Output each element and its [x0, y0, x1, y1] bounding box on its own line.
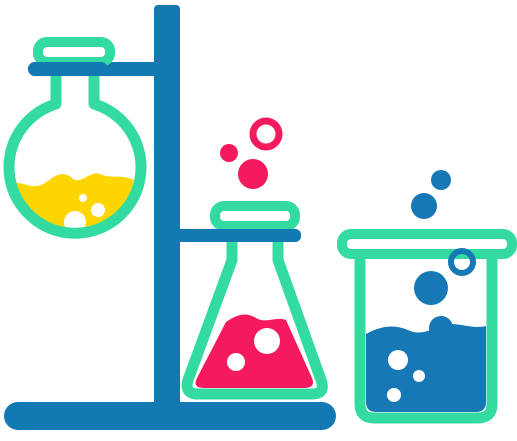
- beaker-bubble-2: [413, 370, 425, 382]
- beaker: [337, 170, 517, 424]
- beaker-rising-bubble-1: [431, 170, 451, 190]
- beaker-rising-bubble-2: [411, 193, 437, 219]
- beaker-bubble-1: [388, 350, 408, 370]
- round-flask-bubble-3: [79, 194, 87, 202]
- erlenmeyer-clamp-overlay: [165, 229, 301, 242]
- beaker-rising-bubble-3: [448, 248, 476, 276]
- erlenmeyer-bubble-1: [254, 328, 280, 354]
- beaker-bubble-3: [387, 388, 401, 402]
- beaker-liquid: [366, 324, 486, 412]
- erlenmeyer-vapor-bubble-3: [249, 117, 283, 151]
- stand-pole: [154, 5, 180, 415]
- erlenmeyer-vapor-bubble-2: [220, 144, 238, 162]
- erlenmeyer-body-outline: [181, 224, 328, 400]
- round-flask-lip: [33, 37, 115, 67]
- beaker-rising-bubble-5: [429, 316, 453, 340]
- erlenmeyer-lip: [210, 201, 300, 231]
- erlenmeyer-bubble-2: [227, 353, 245, 371]
- beaker-body-outline: [354, 248, 498, 424]
- erlenmeyer-flask: [165, 117, 328, 400]
- stand-base: [4, 402, 336, 430]
- erlenmeyer-liquid: [195, 314, 313, 388]
- round-flask-clamp-overlay: [28, 62, 108, 76]
- round-flask-body-outline: [3, 58, 147, 239]
- erlenmeyer-vapor-bubble-1: [238, 159, 268, 189]
- round-flask: [3, 37, 147, 239]
- round-flask-bubble-2: [91, 203, 105, 217]
- beaker-rising-bubble-4: [414, 271, 448, 305]
- beaker-lip: [337, 229, 517, 259]
